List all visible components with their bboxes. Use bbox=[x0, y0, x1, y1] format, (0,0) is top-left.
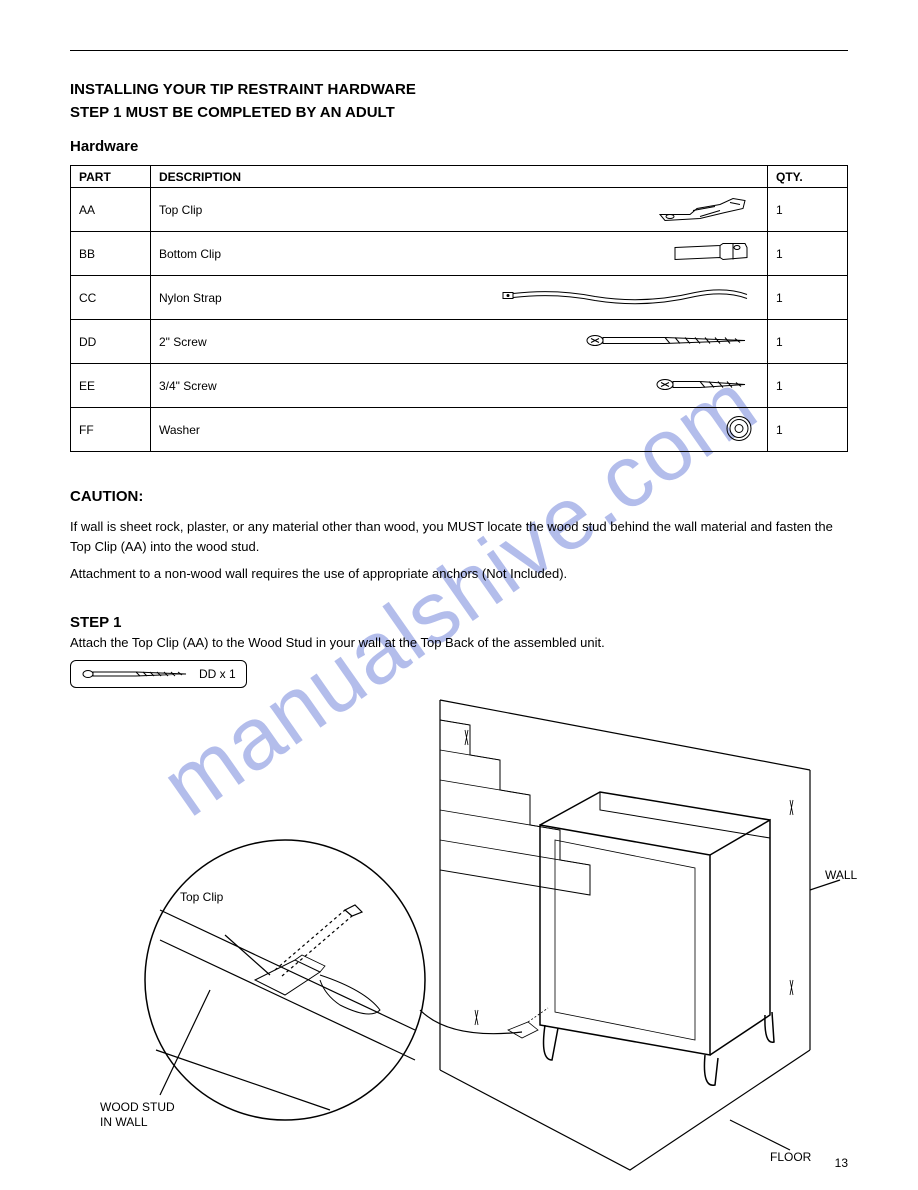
cell-desc: Nylon Strap bbox=[151, 276, 768, 320]
step-heading: STEP 1 bbox=[70, 614, 848, 631]
cell-qty: 1 bbox=[768, 408, 848, 452]
title-block: INSTALLING YOUR TIP RESTRAINT HARDWARE S… bbox=[70, 79, 848, 124]
desc-text: Nylon Strap bbox=[159, 291, 222, 305]
title-line-2: STEP 1 MUST BE COMPLETED BY AN ADULT bbox=[70, 102, 848, 125]
cell-desc: Bottom Clip bbox=[151, 232, 768, 276]
cell-qty: 1 bbox=[768, 364, 848, 408]
label-floor: FLOOR bbox=[770, 1150, 811, 1166]
cell-desc: 2" Screw bbox=[151, 320, 768, 364]
divider-top bbox=[70, 50, 848, 51]
hardware-table: PART DESCRIPTION QTY. AA Top Clip bbox=[70, 165, 848, 452]
top-clip-icon bbox=[645, 190, 755, 229]
cell-part: EE bbox=[71, 364, 151, 408]
long-screw-icon bbox=[585, 330, 755, 353]
caution-title: CAUTION: bbox=[70, 488, 848, 505]
label-wood-stud: WOOD STUD IN WALL bbox=[100, 1100, 175, 1131]
cell-part: CC bbox=[71, 276, 151, 320]
cell-desc: Top Clip bbox=[151, 188, 768, 232]
caution-block: CAUTION: If wall is sheet rock, plaster,… bbox=[70, 488, 848, 584]
short-screw-icon bbox=[655, 374, 755, 397]
step-subtext: Attach the Top Clip (AA) to the Wood Stu… bbox=[70, 635, 848, 650]
caution-body: If wall is sheet rock, plaster, or any m… bbox=[70, 517, 848, 584]
assembly-diagram bbox=[70, 660, 850, 1190]
caution-p2: Attachment to a non-wood wall requires t… bbox=[70, 564, 848, 584]
title-line-1: INSTALLING YOUR TIP RESTRAINT HARDWARE bbox=[70, 79, 848, 102]
cell-qty: 1 bbox=[768, 320, 848, 364]
label-top-clip: Top Clip bbox=[180, 890, 223, 906]
th-qty: QTY. bbox=[768, 166, 848, 188]
cell-qty: 1 bbox=[768, 188, 848, 232]
table-row: CC Nylon Strap 1 bbox=[71, 276, 848, 320]
nylon-strap-icon bbox=[495, 282, 755, 313]
desc-text: Washer bbox=[159, 423, 200, 437]
hardware-heading: Hardware bbox=[70, 138, 848, 155]
bottom-clip-icon bbox=[665, 237, 755, 270]
cell-part: FF bbox=[71, 408, 151, 452]
table-header-row: PART DESCRIPTION QTY. bbox=[71, 166, 848, 188]
washer-icon bbox=[723, 412, 755, 447]
cell-part: BB bbox=[71, 232, 151, 276]
table-row: FF Washer 1 bbox=[71, 408, 848, 452]
desc-text: 3/4" Screw bbox=[159, 379, 217, 393]
table-row: EE 3/4" Screw 1 bbox=[71, 364, 848, 408]
th-part: PART bbox=[71, 166, 151, 188]
cell-qty: 1 bbox=[768, 232, 848, 276]
cell-part: AA bbox=[71, 188, 151, 232]
table-row: BB Bottom Clip 1 bbox=[71, 232, 848, 276]
cell-part: DD bbox=[71, 320, 151, 364]
desc-text: 2" Screw bbox=[159, 335, 207, 349]
desc-text: Bottom Clip bbox=[159, 247, 221, 261]
desc-text: Top Clip bbox=[159, 203, 202, 217]
cell-desc: 3/4" Screw bbox=[151, 364, 768, 408]
label-wall: WALL bbox=[825, 868, 857, 884]
th-desc: DESCRIPTION bbox=[151, 166, 768, 188]
page-container: INSTALLING YOUR TIP RESTRAINT HARDWARE S… bbox=[0, 0, 918, 1188]
cell-qty: 1 bbox=[768, 276, 848, 320]
table-row: AA Top Clip 1 bbox=[71, 188, 848, 232]
table-row: DD 2" Screw 1 bbox=[71, 320, 848, 364]
page-number: 13 bbox=[835, 1156, 848, 1170]
caution-p1: If wall is sheet rock, plaster, or any m… bbox=[70, 517, 848, 556]
cell-desc: Washer bbox=[151, 408, 768, 452]
illustration-area: DD x 1 bbox=[70, 660, 848, 1190]
